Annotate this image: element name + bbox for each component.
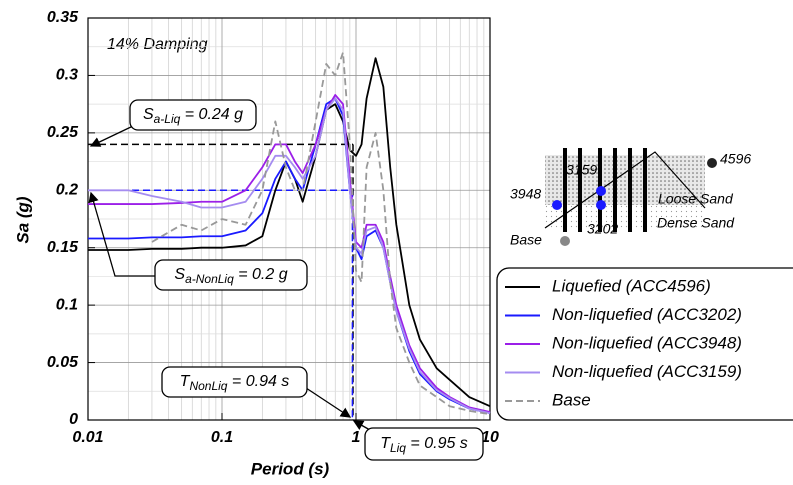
- annotation-box: [129, 99, 257, 131]
- series-line: [88, 97, 491, 414]
- annotation-box: [161, 366, 308, 398]
- inset-diagram: [544, 148, 717, 246]
- annotation-arrow: [352, 420, 371, 431]
- legend-label: Non-liquefied (ACC3948): [552, 333, 742, 352]
- inset-label: Base: [510, 232, 542, 248]
- plot-frame: [87, 17, 491, 421]
- series-line: [88, 57, 491, 408]
- annotation-value: = 0.94 s: [227, 373, 289, 390]
- annotation-symbol: T: [380, 435, 391, 452]
- annotation-box: [154, 259, 308, 291]
- inset-label: Dense Sand: [657, 215, 735, 231]
- annotation-subscript: a-NonLiq: [185, 272, 234, 286]
- legend-label: Base: [552, 390, 591, 409]
- inset-label: 3202: [587, 221, 618, 237]
- annotation-symbol: T: [180, 373, 191, 390]
- annotation-value: = 0.24 g: [180, 106, 243, 123]
- annotation-text: Sa-NonLiq = 0.2 g: [174, 266, 287, 286]
- legend-label: Liquefied (ACC4596): [552, 276, 711, 295]
- annotation-text: TLiq = 0.95 s: [380, 435, 468, 455]
- x-tick-label: 10: [481, 429, 499, 446]
- annotation-text: Sa-Liq = 0.24 g: [143, 106, 243, 126]
- annotation-arrow: [88, 191, 155, 277]
- legend-label: Non-liquefied (ACC3159): [552, 362, 742, 381]
- annotation-text: TNonLiq = 0.94 s: [180, 373, 290, 393]
- annotation-subscript: Liq: [390, 441, 406, 455]
- annotation-box: [364, 427, 484, 461]
- y-tick-label: 0.05: [47, 354, 79, 371]
- y-tick-label: 0.3: [56, 67, 78, 84]
- inset-label: 4596: [720, 151, 751, 167]
- annotation-arrow: [299, 383, 352, 418]
- legend-label: Non-liquefied (ACC3202): [552, 305, 742, 324]
- annotation-subscript: a-Liq: [154, 112, 181, 126]
- legend-box: [496, 267, 793, 421]
- y-tick-label: 0.35: [47, 9, 79, 26]
- inset-label: Loose Sand: [658, 191, 734, 207]
- series-line: [151, 51, 491, 416]
- y-tick-label: 0.25: [47, 124, 79, 141]
- y-tick-label: 0.2: [56, 182, 78, 199]
- y-tick-label: 0.1: [56, 296, 78, 313]
- x-tick-label: 0.01: [72, 429, 103, 446]
- annotation-value: = 0.95 s: [406, 435, 468, 452]
- series-line: [88, 94, 491, 413]
- y-axis-label: Sa (g): [13, 196, 32, 244]
- damping-note: 14% Damping: [107, 36, 208, 53]
- annotation-subscript: NonLiq: [189, 379, 227, 393]
- x-axis-label: Period (s): [251, 459, 330, 478]
- y-tick-label: 0: [69, 411, 78, 428]
- inset-label: 3948: [510, 186, 541, 202]
- annotation-value: = 0.2 g: [234, 266, 288, 283]
- annotation-arrow: [89, 125, 134, 147]
- annotation-symbol: S: [174, 266, 185, 283]
- series-line: [88, 97, 491, 414]
- x-tick-label: 0.1: [211, 429, 233, 446]
- y-tick-label: 0.15: [47, 239, 79, 256]
- inset-label: 3159: [566, 162, 597, 178]
- annotation-symbol: S: [143, 106, 154, 123]
- x-tick-label: 1: [352, 429, 361, 446]
